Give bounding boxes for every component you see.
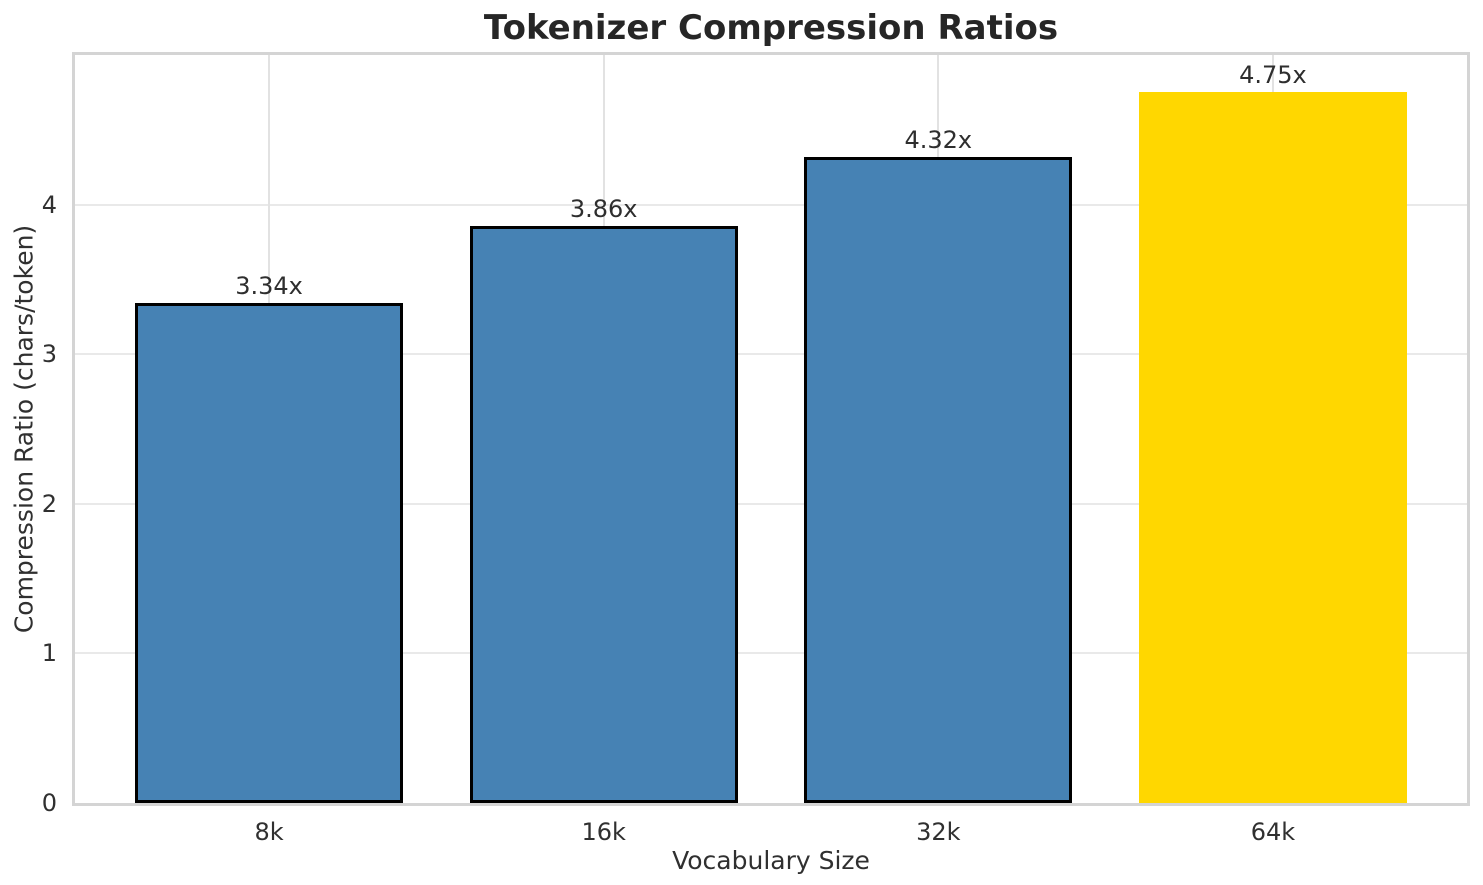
x-axis-label: Vocabulary Size xyxy=(672,846,870,875)
gridline-y-3 xyxy=(75,353,1467,356)
chart-title: Tokenizer Compression Ratios xyxy=(483,8,1059,48)
y-tick-label: 3 xyxy=(41,340,57,369)
y-tick-label: 0 xyxy=(41,789,57,817)
bar-16k xyxy=(469,225,738,803)
bar-value-label: 3.86x xyxy=(569,194,638,223)
bar-32k xyxy=(804,156,1073,803)
bar-value-label: 4.75x xyxy=(1239,61,1307,90)
bar-64k xyxy=(1139,92,1407,803)
y-axis-label: Compression Ratio (chars/token) xyxy=(9,224,39,634)
x-tick-label: 32k xyxy=(916,818,961,846)
bar-value-label: 4.32x xyxy=(904,125,973,154)
y-tick-label: 2 xyxy=(41,489,57,518)
x-tick-label: 64k xyxy=(1250,818,1296,846)
y-tick-label: 4 xyxy=(41,190,57,219)
gridline-y-1 xyxy=(75,652,1467,655)
gridline-y-2 xyxy=(75,502,1467,505)
y-tick-label: 1 xyxy=(41,639,57,668)
x-tick-label: 16k xyxy=(581,818,626,846)
gridline-y-4 xyxy=(75,203,1467,206)
bar-8k xyxy=(135,303,403,803)
x-tick-label: 8k xyxy=(254,818,284,846)
bar-value-label: 3.34x xyxy=(235,272,303,301)
plot-area: 3.34x 3.86x 4.32x 4.75x xyxy=(72,52,1470,806)
